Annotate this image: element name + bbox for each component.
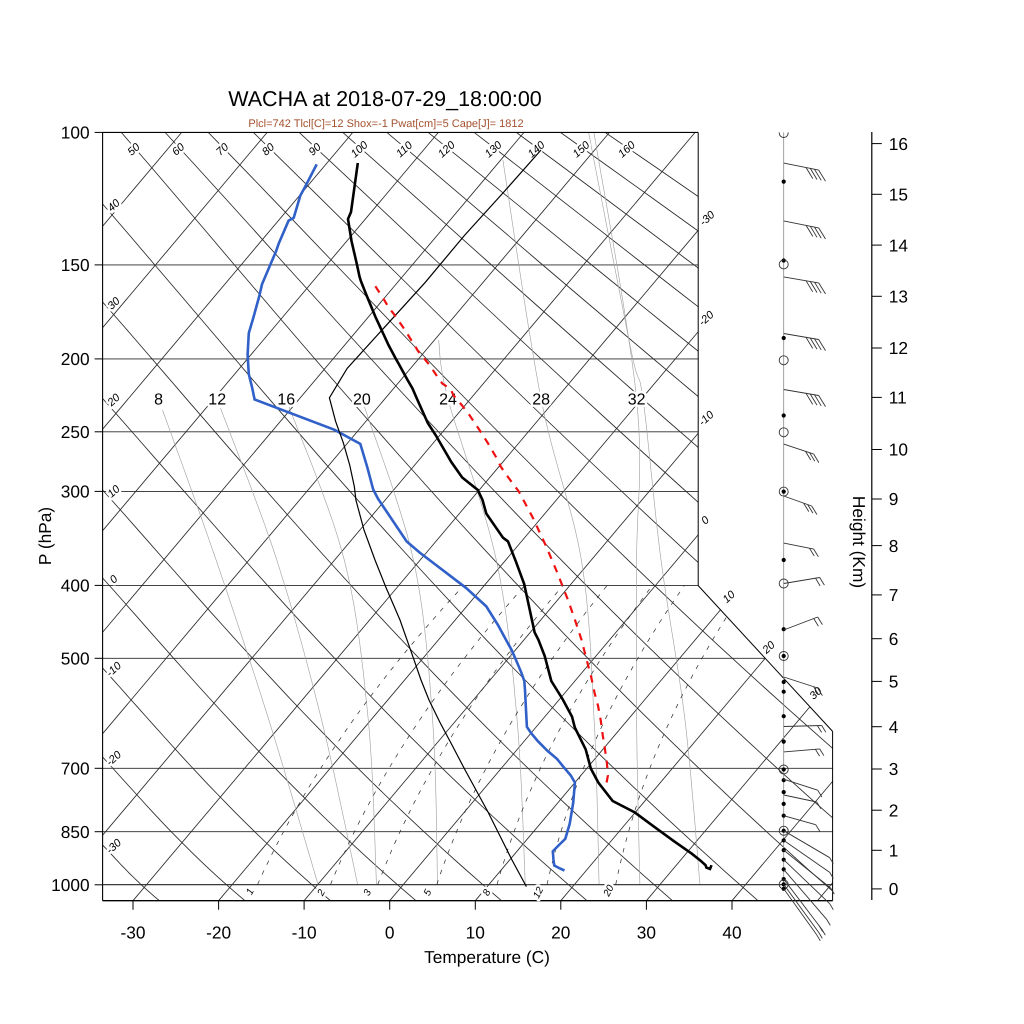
svg-text:30: 30 [637, 923, 656, 943]
svg-text:10: 10 [889, 440, 908, 460]
svg-text:150: 150 [61, 255, 90, 275]
svg-text:16: 16 [889, 134, 908, 154]
svg-text:1000: 1000 [51, 875, 89, 895]
svg-text:13: 13 [889, 287, 908, 307]
svg-text:20: 20 [353, 392, 371, 409]
svg-text:20: 20 [551, 923, 570, 943]
svg-text:5: 5 [889, 672, 899, 692]
svg-text:0: 0 [889, 879, 899, 899]
svg-text:-30: -30 [121, 923, 146, 943]
svg-text:24: 24 [439, 392, 457, 409]
svg-text:9: 9 [889, 489, 899, 509]
svg-text:7: 7 [889, 585, 899, 605]
svg-text:WACHA at 2018-07-29_18:00:00: WACHA at 2018-07-29_18:00:00 [228, 87, 542, 111]
svg-text:11: 11 [889, 388, 907, 408]
svg-text:40: 40 [722, 923, 741, 943]
svg-text:200: 200 [61, 349, 90, 369]
svg-text:100: 100 [61, 123, 90, 143]
svg-text:-10: -10 [292, 923, 317, 943]
svg-text:4: 4 [889, 717, 899, 737]
svg-text:-20: -20 [206, 923, 231, 943]
svg-text:2: 2 [889, 800, 899, 820]
svg-text:P (hPa): P (hPa) [35, 507, 55, 565]
svg-text:250: 250 [61, 422, 90, 442]
svg-text:850: 850 [61, 822, 90, 842]
svg-text:12: 12 [889, 338, 908, 358]
svg-text:1: 1 [889, 841, 899, 861]
svg-text:16: 16 [277, 392, 295, 409]
svg-text:Height (Km): Height (Km) [849, 496, 869, 588]
svg-text:15: 15 [889, 185, 908, 205]
svg-text:8: 8 [889, 536, 899, 556]
svg-text:700: 700 [61, 759, 90, 779]
svg-text:14: 14 [889, 235, 909, 255]
svg-text:Plcl=742 Tlcl[C]=12 Shox=-1 Pw: Plcl=742 Tlcl[C]=12 Shox=-1 Pwat[cm]=5 C… [248, 118, 523, 130]
svg-text:Temperature (C): Temperature (C) [424, 947, 550, 967]
svg-text:12: 12 [208, 392, 226, 409]
svg-text:10: 10 [466, 923, 485, 943]
svg-text:400: 400 [61, 576, 90, 596]
svg-text:300: 300 [61, 482, 90, 502]
svg-text:500: 500 [61, 649, 90, 669]
svg-text:0: 0 [385, 923, 395, 943]
svg-text:6: 6 [889, 629, 899, 649]
svg-text:32: 32 [628, 392, 646, 409]
svg-text:28: 28 [532, 392, 550, 409]
svg-text:8: 8 [154, 392, 163, 409]
svg-text:3: 3 [889, 759, 899, 779]
